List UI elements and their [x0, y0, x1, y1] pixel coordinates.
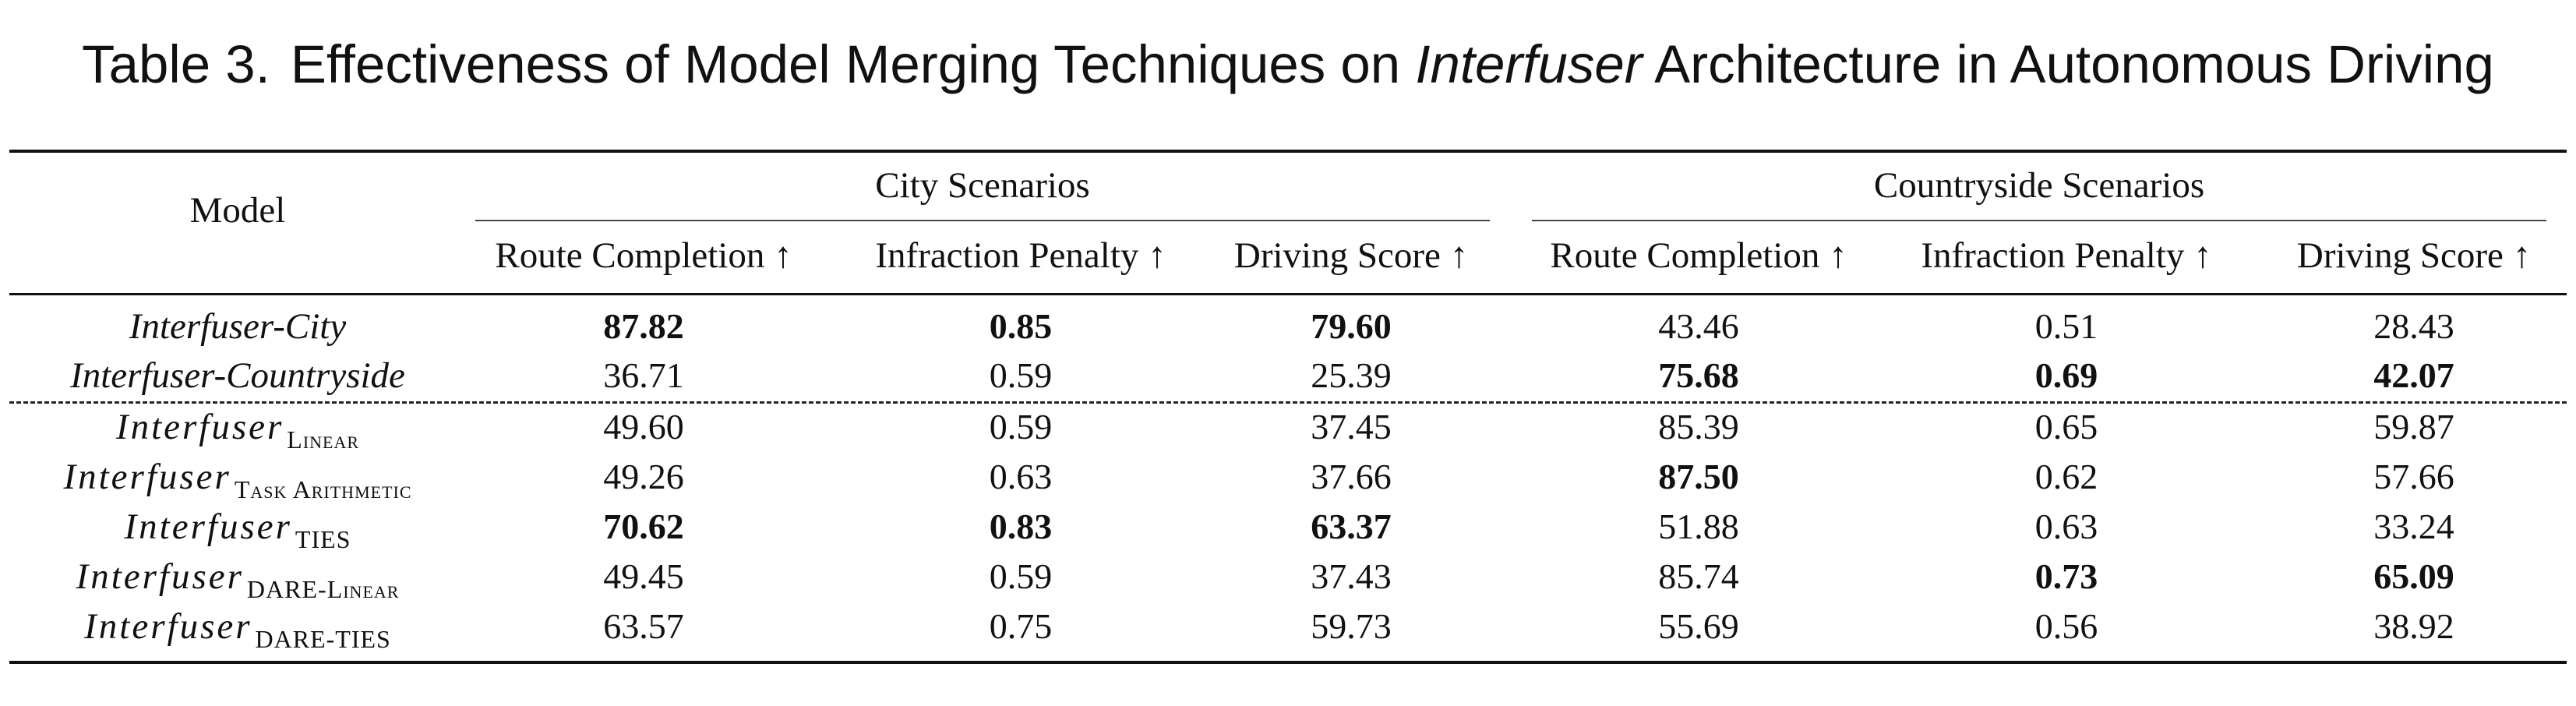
metric-cell: 37.66: [1311, 457, 1392, 496]
metric-cell: 0.59: [989, 355, 1053, 395]
group-header-countryside: Countryside Scenarios: [1873, 165, 2205, 206]
metric-cell: 0.85: [989, 306, 1053, 346]
metric-cell: 37.45: [1311, 407, 1392, 447]
model-cell: Interfuser-City: [9, 303, 466, 350]
metric-cell: 49.26: [603, 457, 684, 496]
metric-cell: 36.71: [603, 355, 684, 395]
model-name: Interfuser: [76, 556, 244, 597]
caption-text-post: Architecture in Autonomous Driving: [1654, 34, 2494, 94]
dashed-separator: [9, 401, 2567, 404]
model-subscript: DARE-Linear: [246, 575, 400, 603]
metric-cell: 37.43: [1311, 556, 1392, 596]
metric-cell: 51.88: [1658, 507, 1739, 546]
countryside-group-rule: [1532, 220, 2546, 221]
column-header: Driving Score ↑: [1233, 235, 1469, 276]
city-group-rule: [475, 220, 1490, 221]
metric-cell: 38.92: [2373, 606, 2454, 646]
model-subscript: TIES: [295, 525, 351, 553]
group-header-city: City Scenarios: [875, 165, 1090, 206]
table-number: Table 3.: [82, 34, 270, 94]
model-name: Interfuser: [84, 606, 252, 647]
metric-cell: 70.62: [603, 507, 684, 546]
caption-emphasis: Interfuser: [1415, 34, 1643, 94]
metric-cell: 0.73: [2034, 556, 2098, 596]
metric-cell: 49.60: [603, 407, 684, 447]
metric-cell: 79.60: [1311, 306, 1392, 346]
metric-cell: 0.83: [989, 507, 1053, 546]
model-cell: Interfuser-Countryside: [9, 352, 466, 399]
metric-cell: 63.57: [603, 606, 684, 646]
metric-cell: 59.87: [2373, 407, 2454, 447]
metric-cell: 63.37: [1311, 507, 1392, 546]
metric-cell: 0.63: [989, 457, 1053, 496]
top-rule: [9, 150, 2567, 153]
model-header: Model: [189, 190, 286, 231]
metric-cell: 49.45: [603, 556, 684, 596]
metric-cell: 0.65: [2034, 407, 2098, 447]
metric-cell: 25.39: [1311, 355, 1392, 395]
model-cell: Interfuser Linear: [9, 404, 466, 454]
column-header: Driving Score ↑: [2296, 235, 2532, 276]
model-name: Interfuser: [124, 507, 292, 547]
model-subscript: Task Arithmetic: [234, 475, 412, 503]
metric-cell: 0.75: [989, 606, 1053, 646]
metric-cell: 57.66: [2373, 457, 2454, 496]
bottom-rule: [9, 661, 2567, 664]
metric-cell: 75.68: [1658, 355, 1739, 395]
column-header: Route Completion ↑: [1550, 235, 1847, 276]
metric-cell: 87.82: [603, 306, 684, 346]
metric-cell: 0.62: [2034, 457, 2098, 496]
metric-cell: 59.73: [1311, 606, 1392, 646]
metric-cell: 0.63: [2034, 507, 2098, 546]
metric-cell: 87.50: [1658, 457, 1739, 496]
caption-text-pre: Effectiveness of Model Merging Technique…: [290, 34, 1401, 94]
metric-cell: 42.07: [2373, 355, 2454, 395]
column-header: Infraction Penalty ↑: [875, 235, 1166, 276]
model-cell: Interfuser DARE-TIES: [9, 603, 466, 653]
model-name: Interfuser: [63, 457, 231, 497]
metric-cell: 65.09: [2373, 556, 2454, 596]
metric-cell: 0.56: [2034, 606, 2098, 646]
model-name: Interfuser: [115, 407, 284, 447]
header-rule: [9, 293, 2567, 295]
column-header: Route Completion ↑: [495, 235, 792, 276]
model-cell: Interfuser Task Arithmetic: [9, 454, 466, 503]
metric-cell: 55.69: [1658, 606, 1739, 646]
metric-cell: 0.51: [2034, 306, 2098, 346]
model-subscript: DARE-TIES: [255, 625, 391, 653]
table-caption: Table 3. Effectiveness of Model Merging T…: [0, 30, 2576, 100]
metric-cell: 85.39: [1658, 407, 1739, 447]
metric-cell: 28.43: [2373, 306, 2454, 346]
model-name: Interfuser-City: [129, 306, 347, 347]
metric-cell: 33.24: [2373, 507, 2454, 546]
model-name: Interfuser-Countryside: [70, 355, 405, 396]
metric-cell: 43.46: [1658, 306, 1739, 346]
column-header: Infraction Penalty ↑: [1921, 235, 2212, 276]
model-cell: Interfuser TIES: [9, 503, 466, 553]
metric-cell: 85.74: [1658, 556, 1739, 596]
model-subscript: Linear: [287, 425, 360, 454]
model-cell: Interfuser DARE-Linear: [9, 553, 466, 603]
metric-cell: 0.59: [989, 407, 1053, 447]
metric-cell: 0.59: [989, 556, 1053, 596]
metric-cell: 0.69: [2034, 355, 2098, 395]
